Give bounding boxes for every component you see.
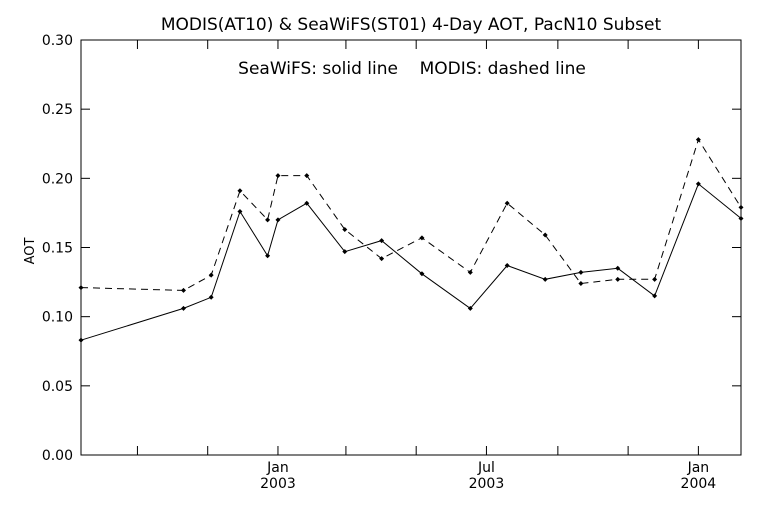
series-annotation: SeaWiFS: solid line MODIS: dashed line	[238, 59, 586, 79]
y-tick-label: 0.10	[42, 310, 73, 326]
data-point-modis	[467, 269, 473, 275]
y-axis-ticks: 0.00 0.05 0.10 0.15 0.20 0.25 0.30	[42, 33, 741, 464]
data-point-modis	[181, 287, 187, 293]
y-axis-label: AOT	[23, 238, 38, 265]
data-point-seawifs	[467, 305, 473, 311]
data-point-modis	[695, 137, 701, 143]
x-tick-year-label: 2003	[469, 476, 505, 492]
data-point-seawifs	[542, 276, 548, 282]
data-point-modis	[615, 276, 621, 282]
data-point-seawifs	[652, 293, 658, 299]
data-point-seawifs	[578, 269, 584, 275]
data-point-modis	[504, 200, 510, 206]
data-point-seawifs	[504, 262, 510, 268]
data-point-modis	[379, 256, 385, 262]
data-point-modis	[542, 232, 548, 238]
y-tick-label: 0.15	[42, 241, 73, 257]
data-point-modis	[578, 280, 584, 286]
data-point-seawifs	[265, 253, 271, 259]
data-point-seawifs	[275, 217, 281, 223]
data-point-modis	[419, 235, 425, 241]
data-point-modis	[265, 217, 271, 223]
y-tick-label: 0.30	[42, 33, 73, 49]
series-line-modis	[80, 138, 742, 291]
data-point-seawifs	[342, 249, 348, 255]
data-point-seawifs	[419, 271, 425, 277]
data-point-modis	[78, 285, 84, 291]
plot-frame	[80, 39, 742, 456]
series-modis	[78, 137, 744, 293]
data-point-modis	[304, 173, 310, 179]
y-tick-label: 0.05	[42, 379, 73, 395]
data-point-seawifs	[738, 215, 744, 221]
data-point-modis	[738, 204, 744, 210]
chart-title: MODIS(AT10) & SeaWiFS(ST01) 4-Day AOT, P…	[161, 15, 662, 35]
data-point-seawifs	[78, 337, 84, 343]
y-tick-label: 0.20	[42, 171, 73, 187]
series-group	[78, 137, 744, 343]
series-seawifs	[78, 181, 744, 343]
data-point-modis	[342, 227, 348, 233]
x-tick-month-label: Jan	[266, 460, 289, 476]
data-point-seawifs	[695, 181, 701, 187]
data-point-modis	[275, 173, 281, 179]
y-tick-label: 0.00	[42, 448, 73, 464]
data-point-seawifs	[304, 200, 310, 206]
series-line-seawifs	[80, 183, 742, 341]
data-point-seawifs	[615, 265, 621, 271]
x-tick-year-label: 2004	[681, 476, 717, 492]
data-point-seawifs	[181, 305, 187, 311]
data-point-seawifs	[237, 209, 243, 215]
x-tick-month-label: Jan	[687, 460, 710, 476]
data-point-modis	[237, 188, 243, 194]
x-tick-month-label: Jul	[477, 460, 495, 476]
data-point-seawifs	[379, 238, 385, 244]
data-point-seawifs	[208, 294, 214, 300]
y-tick-label: 0.25	[42, 102, 73, 118]
data-point-modis	[652, 276, 658, 282]
data-point-modis	[208, 272, 214, 278]
x-tick-year-label: 2003	[260, 476, 296, 492]
